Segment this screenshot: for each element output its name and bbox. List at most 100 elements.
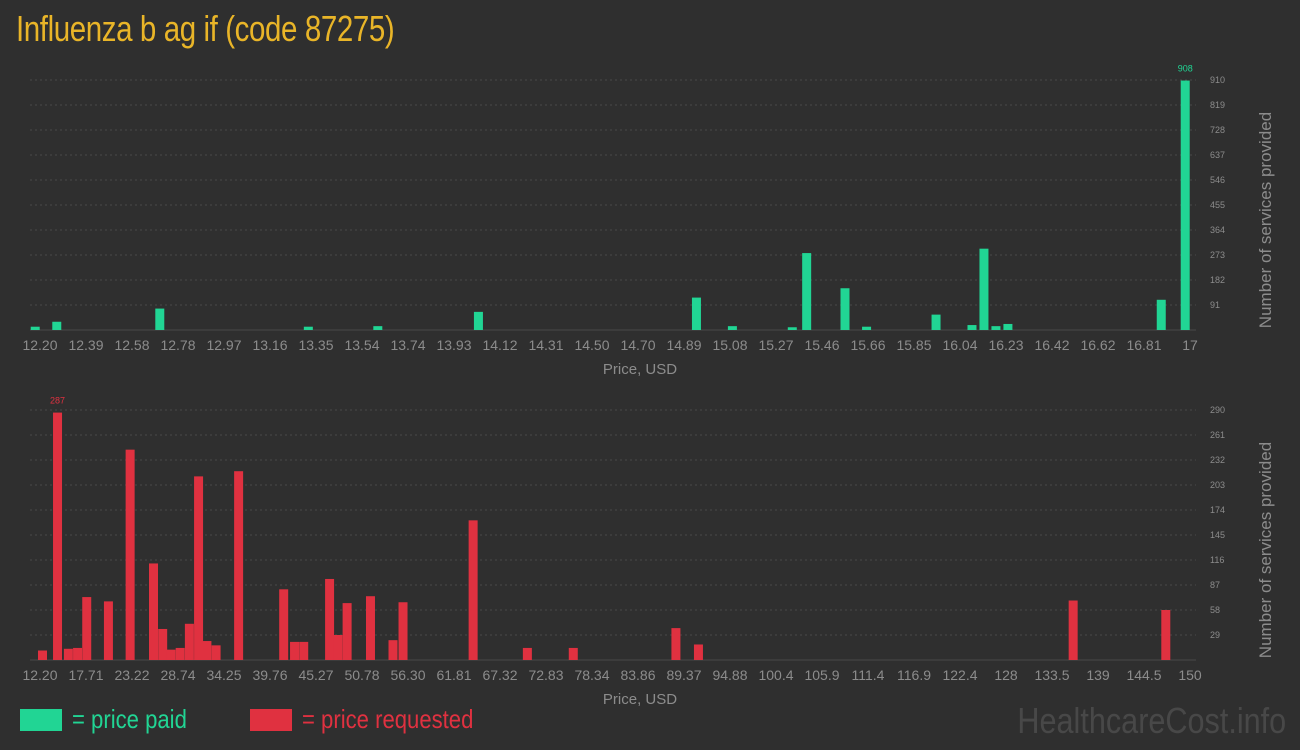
x-tick-label: 12.39 [68,337,103,353]
y-tick-label: 203 [1210,480,1225,490]
x-tick-label: 13.35 [298,337,333,353]
x-tick-label: 17.71 [68,667,103,683]
bar [862,326,872,330]
x-tick-label: 61.81 [436,667,471,683]
bar [234,471,244,660]
legend-requested-label: = price requested [302,704,474,734]
x-tick-label: 39.76 [252,667,287,683]
bar [184,623,194,660]
x-axis-title: Price, USD [603,361,677,378]
bar [979,248,989,330]
bar [1156,299,1166,330]
x-tick-label: 72.83 [528,667,563,683]
x-tick-label: 150 [1178,667,1202,683]
x-tick-label: 89.37 [666,667,701,683]
x-tick-label: 67.32 [482,667,517,683]
x-tick-label: 13.74 [390,337,425,353]
bar [1161,610,1171,660]
x-tick-label: 16.42 [1034,337,1069,353]
y-tick-label: 273 [1210,250,1225,260]
x-tick-label: 56.30 [390,667,425,683]
bar [365,596,375,660]
x-tick-label: 16.23 [988,337,1023,353]
bar [325,578,335,660]
x-tick-label: 94.88 [712,667,747,683]
y-tick-label: 546 [1210,175,1225,185]
x-tick-label: 14.12 [482,337,517,353]
y-tick-label: 174 [1210,505,1225,515]
bar [30,326,40,330]
y-tick-label: 29 [1210,630,1220,640]
bar [1180,80,1190,330]
x-tick-label: 15.66 [850,337,885,353]
y-tick-label: 232 [1210,455,1225,465]
x-tick-label: 16.04 [942,337,977,353]
bar [991,326,1001,330]
y-tick-label: 261 [1210,430,1225,440]
x-tick-label: 14.70 [620,337,655,353]
y-tick-label: 116 [1210,555,1224,565]
bar [342,603,352,660]
legend-requested-swatch [250,708,292,731]
x-tick-label: 17 [1182,337,1198,353]
y-tick-label: 637 [1210,150,1225,160]
bar [840,288,850,330]
x-tick-label: 16.62 [1080,337,1115,353]
x-tick-label: 14.89 [666,337,701,353]
x-tick-label: 15.85 [896,337,931,353]
x-tick-label: 122.4 [942,667,977,683]
bar [522,647,532,660]
bar [1068,600,1078,660]
bar [175,647,185,660]
y-tick-label: 87 [1210,580,1220,590]
bar [398,602,408,660]
x-tick-label: 83.86 [620,667,655,683]
y-tick-label: 91 [1210,300,1220,310]
y-tick-label: 455 [1210,200,1225,210]
x-tick-label: 15.27 [758,337,793,353]
bar [299,641,309,660]
bar [727,326,737,330]
x-tick-label: 133.5 [1034,667,1069,683]
y-tick-label: 145 [1210,530,1225,540]
bar [82,597,92,660]
bar [202,641,212,660]
x-axis-title: Price, USD [603,691,677,708]
bar [691,297,701,330]
x-tick-label: 139 [1086,667,1110,683]
bar [787,327,797,330]
bar [38,650,48,660]
x-tick-label: 12.78 [160,337,195,353]
legend-paid-label: = price paid [72,704,187,734]
x-tick-label: 23.22 [114,667,149,683]
bar [63,648,73,660]
bar [1003,323,1013,330]
x-tick-label: 116.9 [897,667,931,683]
bar [53,412,63,660]
x-tick-label: 13.93 [436,337,471,353]
x-tick-label: 78.34 [574,667,609,683]
bar [290,641,300,660]
bar [693,644,703,660]
bar [468,520,478,660]
bar [103,601,113,660]
y-tick-label: 58 [1210,605,1220,615]
watermark: HealthcareCost.info [1017,700,1286,741]
y-tick-label: 182 [1210,275,1225,285]
bar [73,647,83,660]
x-tick-label: 12.97 [206,337,241,353]
x-tick-label: 12.58 [114,337,149,353]
x-tick-label: 111.4 [852,667,885,683]
y-tick-label: 728 [1210,125,1225,135]
max-value-label: 908 [1178,64,1193,74]
bar [802,253,812,330]
x-tick-label: 100.4 [758,667,793,683]
bar [148,563,158,660]
x-tick-label: 12.20 [22,337,57,353]
x-tick-label: 14.50 [574,337,609,353]
legend-paid-swatch [20,708,62,731]
x-tick-label: 105.9 [804,667,839,683]
x-tick-label: 45.27 [298,667,333,683]
x-tick-label: 28.74 [160,667,195,683]
x-tick-label: 14.31 [528,337,563,353]
